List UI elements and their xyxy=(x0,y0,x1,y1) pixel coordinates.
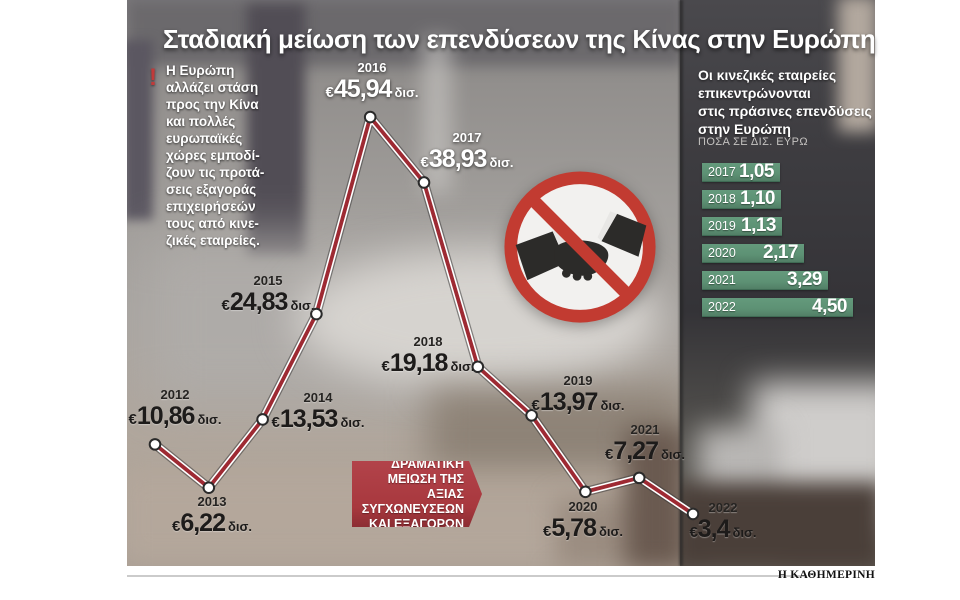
data-point-label-2022: 2022 €3,4 δισ. xyxy=(689,500,757,543)
green-bar-2019: 2019 1,13 xyxy=(702,215,782,236)
bar-value-label: 1,13 xyxy=(741,215,776,236)
footer-rule xyxy=(127,575,807,577)
green-bar-2021: 2021 3,29 xyxy=(702,269,828,290)
no-handshake-icon xyxy=(504,171,656,323)
photo-background xyxy=(127,0,875,566)
intro-note: ! Η Ευρώπη αλλάζει στάση προς την Κίνα και … xyxy=(149,62,271,249)
photo-panel-floor xyxy=(680,482,875,566)
photo-door xyxy=(127,40,153,220)
callout-line: ΚΑΙ ΕΞΑΓΟΡΩΝ xyxy=(368,516,464,531)
photo-dark-top xyxy=(127,0,683,66)
data-point-label-2015: 2015 €24,83 δισ. xyxy=(221,273,315,316)
green-panel-heading: Οι κινεζικές εταιρείες επικεντρώνονται στι… xyxy=(698,67,872,137)
data-point-label-2012: 2012 €10,86 δισ. xyxy=(128,387,222,430)
green-bar-2020: 2020 2,17 xyxy=(702,242,804,263)
photo-floor-dark xyxy=(625,428,687,566)
data-point-label-2014: 2014 €13,53 δισ. xyxy=(271,390,365,433)
data-point-label-2019: 2019 €13,97 δισ. xyxy=(531,373,625,416)
callout-badge: ΔΡΑΜΑΤΙΚΗ ΜΕΙΩΣΗ ΤΗΣ ΑΞΙΑΣ ΣΥΓΧΩΝΕΥΣΕΩΝ ΚΑΙ… xyxy=(352,461,482,527)
green-bar-2018: 2018 1,10 xyxy=(702,188,781,209)
bar-value-label: 4,50 xyxy=(812,296,847,317)
data-point-label-2016: 2016 €45,94 δισ. xyxy=(325,60,419,103)
exclamation-icon: ! xyxy=(149,64,157,91)
bar-year-label: 2017 xyxy=(708,165,736,179)
green-bar-2022: 2022 4,50 xyxy=(702,296,853,317)
callout-line: ΣΥΓΧΩΝΕΥΣΕΩΝ xyxy=(361,501,464,516)
bar-year-label: 2020 xyxy=(708,246,736,260)
bar-value-label: 2,17 xyxy=(763,242,798,263)
photo-cabinet xyxy=(247,4,305,256)
green-bar-chart: 2017 1,05 2018 1,10 2019 1,13 2020 2,17 2021 3,29… xyxy=(702,161,853,325)
bar-year-label: 2021 xyxy=(708,273,736,287)
data-point-label-2013: 2013 €6,22 δισ. xyxy=(171,494,253,537)
data-point-label-2018: 2018 €19,18 δισ. xyxy=(381,334,475,377)
photo-wall-sliver xyxy=(838,0,875,132)
callout-line: ΜΕΙΩΣΗ ΤΗΣ ΑΞΙΑΣ xyxy=(387,471,464,501)
green-bar-2017: 2017 1,05 xyxy=(702,161,780,182)
bar-value-label: 1,10 xyxy=(740,188,775,209)
bar-value-label: 3,29 xyxy=(787,269,822,290)
green-panel-units-label: ΠΟΣΑ ΣΕ ΔΙΣ. ΕΥΡΩ xyxy=(698,136,809,148)
photo-light-beam xyxy=(423,38,451,193)
intro-text: Η Ευρώπη αλλάζει στάση προς την Κίνα και πο… xyxy=(166,63,265,248)
bar-year-label: 2019 xyxy=(708,219,736,233)
bar-value-label: 1,05 xyxy=(739,161,774,182)
page-title: Σταδιακή μείωση των επενδύσεων της Κίνας… xyxy=(163,24,876,54)
data-point-label-2020: 2020 €5,78 δισ. xyxy=(542,499,624,542)
callout-line: ΔΡΑΜΑΤΙΚΗ xyxy=(391,456,464,471)
bar-year-label: 2022 xyxy=(708,300,736,314)
panel-divider xyxy=(679,0,683,566)
data-point-label-2021: 2021 €7,27 δισ. xyxy=(604,422,686,465)
data-point-label-2017: 2017 €38,93 δισ. xyxy=(420,130,514,173)
bar-year-label: 2018 xyxy=(708,192,736,206)
newspaper-logo: Η ΚΑΘΗΜΕΡΙΝΗ xyxy=(777,569,875,581)
